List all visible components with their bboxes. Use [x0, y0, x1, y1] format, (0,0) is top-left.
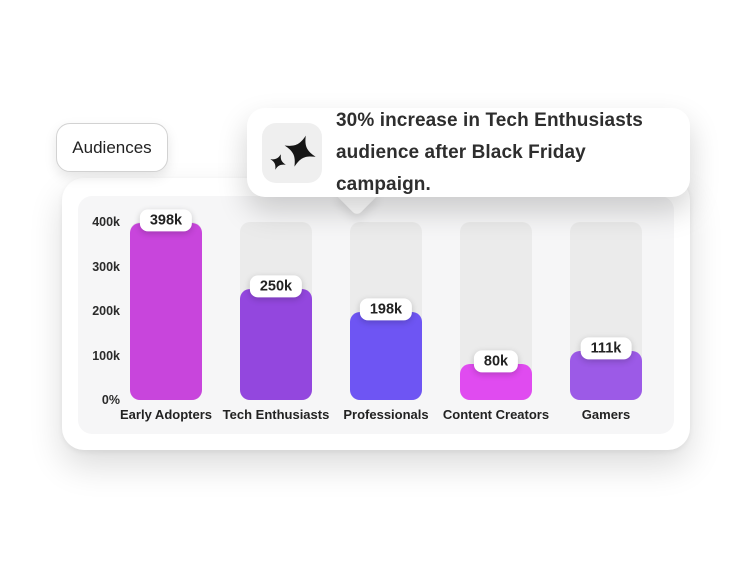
value-chip-content-creators: 80k [473, 350, 519, 373]
audiences-chart-card: 400k 300k 200k 100k 0% 398k Early Adopters 250k… [62, 178, 690, 450]
x-axis-label-tech-enthusiasts: Tech Enthusiasts [222, 407, 330, 422]
audiences-chip[interactable]: Audiences [56, 123, 168, 172]
y-axis-tick: 400k [92, 215, 120, 229]
bar-chart: 400k 300k 200k 100k 0% 398k Early Adopters 250k… [78, 196, 674, 434]
audiences-chip-label: Audiences [72, 137, 152, 157]
tooltip-message-line2: audience after Black Friday campaign. [336, 141, 586, 195]
x-axis-label-early-adopters: Early Adopters [120, 407, 212, 422]
y-axis-tick: 0% [101, 393, 120, 407]
insight-tooltip: 30% increase in Tech Enthusiasts audienc… [247, 108, 690, 197]
x-axis-label-gamers: Gamers [581, 407, 631, 422]
tooltip-message: 30% increase in Tech Enthusiasts audienc… [336, 105, 672, 201]
value-chip-early-adopters: 398k [139, 209, 193, 232]
tooltip-message-line1: 30% increase in Tech Enthusiasts [336, 109, 643, 131]
x-axis-label-professionals: Professionals [343, 407, 429, 422]
bar-early-adopters[interactable] [130, 223, 202, 400]
value-chip-tech-enthusiasts: 250k [249, 275, 303, 298]
y-axis-tick: 300k [92, 259, 120, 274]
y-axis-tick: 200k [92, 304, 120, 318]
x-axis-label-content-creators: Content Creators [442, 407, 550, 422]
sparkle-icon [262, 122, 322, 183]
value-chip-gamers: 111k [580, 337, 632, 360]
value-chip-professionals: 198k [359, 298, 413, 321]
y-axis-tick: 100k [92, 348, 120, 363]
bar-tech-enthusiasts[interactable] [240, 289, 312, 400]
bar-professionals[interactable] [350, 312, 422, 400]
